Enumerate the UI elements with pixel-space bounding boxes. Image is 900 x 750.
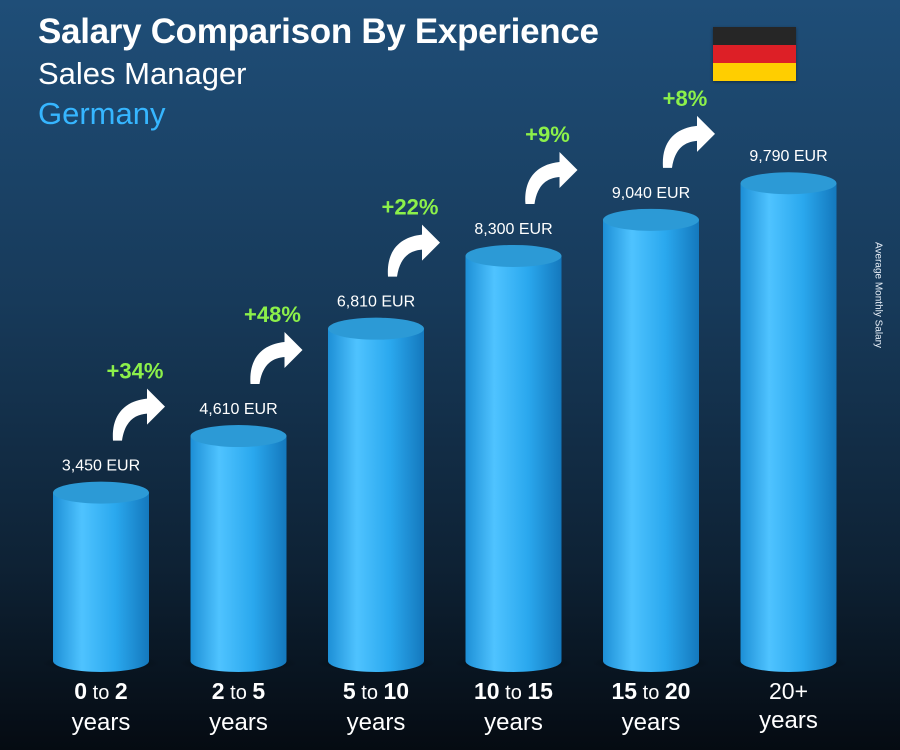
- category-range: 0 to 2: [74, 678, 128, 704]
- category-range: 5 to 10: [342, 678, 410, 704]
- category-label: 0 to 2 years: [26, 676, 176, 738]
- bar-top: [603, 208, 699, 231]
- category-range: 2 to 5: [211, 678, 266, 704]
- bar-body: [53, 492, 149, 672]
- category-unit: years: [621, 709, 681, 736]
- increase-4: +9%: [525, 122, 578, 204]
- category-label: 5 to 10 years: [301, 676, 451, 738]
- value-label: 3,450 EUR: [62, 458, 140, 475]
- bar-1: [41, 481, 161, 672]
- bar-4: [453, 244, 574, 672]
- category-label: 2 to 5 years: [164, 676, 314, 738]
- percent-label: +34%: [107, 359, 164, 384]
- category-label: 15 to 20 years: [576, 676, 726, 738]
- page-title: Salary Comparison By Experience: [38, 12, 599, 51]
- value-label: 9,040 EUR: [612, 185, 690, 202]
- category-unit: years: [759, 707, 818, 734]
- percent-label: +48%: [244, 302, 301, 327]
- bar-body: [190, 436, 287, 672]
- category-range: 15 to 20: [611, 678, 691, 704]
- bar-top: [465, 244, 562, 267]
- value-label: 4,610 EUR: [199, 401, 277, 418]
- flag-stripe-black: [713, 27, 796, 45]
- percent-label: +8%: [663, 86, 708, 111]
- bar-top: [190, 425, 287, 448]
- percent-label: +9%: [525, 122, 570, 147]
- category-label: 20+ years: [714, 676, 864, 736]
- category-unit: years: [209, 709, 268, 736]
- germany-flag-icon: [713, 27, 796, 81]
- country-name: Germany: [38, 96, 166, 131]
- arrow-icon: [387, 224, 440, 277]
- bar-body: [740, 183, 837, 673]
- arrow-icon: [662, 115, 715, 168]
- category-unit: years: [346, 709, 406, 736]
- value-label: 6,810 EUR: [337, 294, 415, 311]
- category-range: 20+: [768, 678, 808, 704]
- category-range: 10 to 15: [474, 678, 553, 704]
- percent-label: +22%: [382, 195, 439, 220]
- category-unit: years: [484, 709, 543, 736]
- value-label: 8,300 EUR: [474, 221, 552, 238]
- flag-stripe-red: [713, 45, 796, 63]
- increase-3: +22%: [382, 195, 440, 277]
- bar-6: [728, 172, 849, 673]
- increase-2: +48%: [244, 302, 303, 385]
- job-title: Sales Manager: [38, 56, 247, 91]
- increase-1: +34%: [107, 359, 165, 441]
- bar-top: [53, 481, 149, 504]
- value-label: 9,790 EUR: [749, 148, 827, 165]
- flag-stripe-gold: [713, 63, 796, 81]
- category-label: 10 to 15 years: [439, 676, 589, 738]
- bar-2: [178, 425, 299, 672]
- bar-top: [740, 172, 837, 195]
- bar-top: [328, 317, 424, 340]
- increase-5: +8%: [663, 86, 715, 168]
- category-unit: years: [71, 709, 131, 736]
- arrow-icon: [525, 151, 578, 204]
- arrow-icon: [250, 332, 303, 385]
- bar-5: [591, 208, 711, 672]
- bar-body: [603, 219, 699, 672]
- arrow-icon: [112, 388, 165, 441]
- bar-body: [465, 255, 562, 672]
- bar-body: [328, 328, 424, 672]
- bar-3: [316, 317, 436, 672]
